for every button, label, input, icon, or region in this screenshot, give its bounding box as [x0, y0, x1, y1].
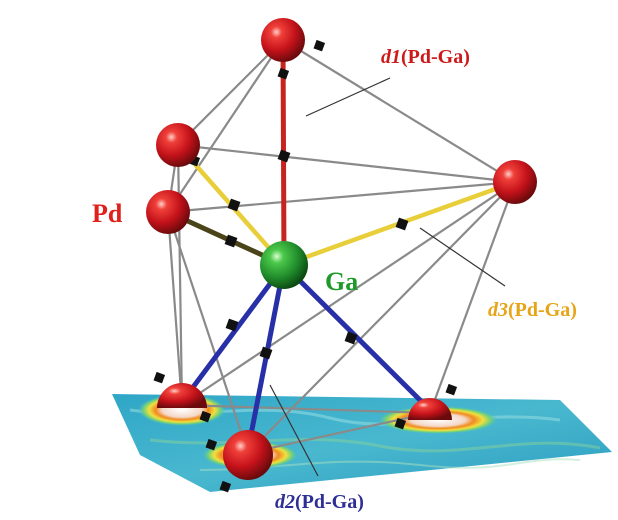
bcp-marker	[395, 217, 409, 231]
bcp-marker	[205, 438, 218, 451]
bcp-marker	[153, 371, 166, 384]
d1-label-prefix: d1	[381, 46, 401, 68]
pd-atom-plane-front	[223, 430, 273, 480]
edge	[167, 39, 284, 213]
ga-label: Ga	[325, 267, 358, 296]
bcp-marker	[199, 410, 212, 423]
pd-atom-upper-left	[156, 123, 200, 167]
d2-label-prefix: d2	[275, 491, 295, 513]
bond-d2-left	[179, 263, 287, 404]
bond-d2-right	[282, 263, 432, 412]
pd-label: Pd	[92, 199, 123, 228]
edge	[166, 211, 250, 454]
polyhedron-edges	[166, 39, 517, 455]
bcp-marker	[219, 480, 232, 493]
edge	[177, 39, 284, 146]
edge	[166, 211, 184, 406]
d1-label: d1(Pd-Ga)	[381, 46, 470, 68]
leader-lines	[269, 77, 506, 477]
edge	[167, 180, 516, 214]
d3-label: d3(Pd-Ga)	[488, 299, 577, 321]
density-plane	[112, 394, 612, 492]
leader-d3	[419, 227, 506, 287]
d3-label-suffix: (Pd-Ga)	[508, 299, 577, 321]
bcp-marker	[225, 318, 239, 332]
edge	[428, 181, 517, 414]
bcp-marker	[227, 198, 241, 212]
bcp-marker	[313, 39, 326, 52]
pd-atoms	[146, 18, 537, 480]
pd-atom-plane-left	[157, 383, 207, 408]
edge	[282, 39, 516, 183]
leader-d2	[269, 384, 319, 477]
edge	[176, 144, 184, 406]
pd-atom-left	[146, 190, 190, 234]
pd-atom-plane-right	[408, 398, 452, 420]
bcp-marker	[277, 149, 291, 163]
edge	[181, 403, 431, 415]
d3-label-prefix: d3	[488, 299, 508, 321]
pd-atom-top	[261, 18, 305, 62]
pd-atom-right	[493, 160, 537, 204]
edge	[181, 181, 516, 406]
edge	[177, 143, 516, 184]
bcp-marker	[224, 234, 238, 248]
d1-label-suffix: (Pd-Ga)	[401, 46, 470, 68]
d2-label: d2(Pd-Ga)	[275, 491, 364, 513]
bcp-marker	[445, 383, 458, 396]
bond-critical-points	[153, 39, 458, 493]
bcp-marker	[344, 331, 358, 345]
bcp-marker	[259, 346, 273, 360]
bcp-marker	[277, 67, 290, 80]
leader-d1	[305, 77, 391, 117]
bcp-marker	[394, 417, 407, 430]
ga-atom	[260, 241, 308, 289]
d2-label-suffix: (Pd-Ga)	[295, 491, 364, 513]
